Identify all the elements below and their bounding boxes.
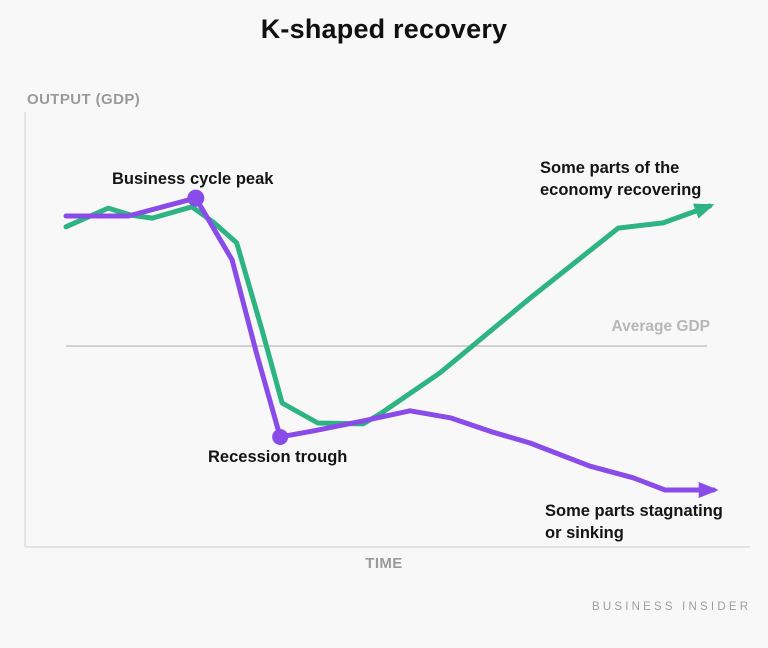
annotation-business-cycle-peak: Business cycle peak bbox=[112, 170, 274, 188]
annotation-economy-recovering: Some parts of the economy recovering bbox=[540, 159, 702, 199]
y-axis-label: OUTPUT (GDP) bbox=[27, 91, 141, 108]
average-gdp-label: Average GDP bbox=[611, 318, 711, 335]
brand-logo: BUSINESS INSIDER bbox=[592, 601, 752, 613]
annotation-stagnating-or-sinking: Some parts stagnating or sinking bbox=[545, 502, 723, 542]
chart-title: K-shaped recovery bbox=[260, 14, 508, 44]
business-cycle-peak-marker bbox=[187, 189, 205, 207]
series-line-stagnating-economy bbox=[63, 195, 719, 498]
annotation-recession-trough: Recession trough bbox=[208, 448, 348, 466]
recession-trough-marker bbox=[272, 428, 289, 445]
series-line-recovering-economy bbox=[63, 203, 715, 427]
x-axis-label: TIME bbox=[365, 555, 403, 572]
